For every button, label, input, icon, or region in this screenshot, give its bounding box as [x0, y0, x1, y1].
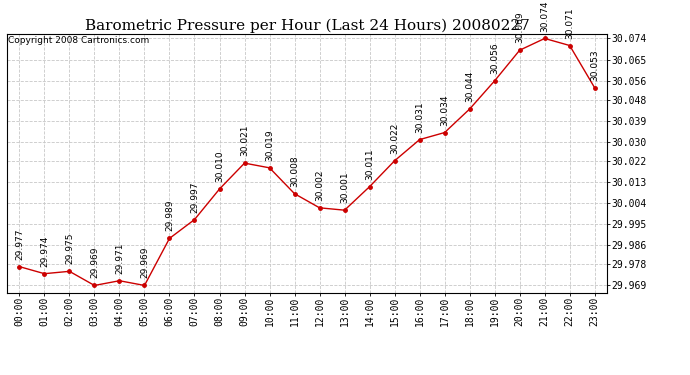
Text: 30.010: 30.010: [215, 150, 224, 182]
Text: 29.975: 29.975: [65, 233, 74, 264]
Text: 30.034: 30.034: [440, 94, 449, 126]
Text: 29.971: 29.971: [115, 242, 124, 274]
Title: Barometric Pressure per Hour (Last 24 Hours) 20080227: Barometric Pressure per Hour (Last 24 Ho…: [85, 18, 529, 33]
Text: 30.056: 30.056: [490, 42, 499, 74]
Text: 30.044: 30.044: [465, 71, 474, 102]
Text: 30.019: 30.019: [265, 129, 274, 161]
Text: 30.021: 30.021: [240, 124, 249, 156]
Text: 29.989: 29.989: [165, 200, 174, 231]
Text: 30.022: 30.022: [390, 123, 399, 154]
Text: 29.977: 29.977: [15, 228, 24, 260]
Text: 30.071: 30.071: [565, 7, 574, 39]
Text: 29.974: 29.974: [40, 236, 49, 267]
Text: Copyright 2008 Cartronics.com: Copyright 2008 Cartronics.com: [8, 36, 149, 45]
Text: 30.053: 30.053: [590, 49, 599, 81]
Text: 30.074: 30.074: [540, 0, 549, 32]
Text: 29.969: 29.969: [90, 247, 99, 279]
Text: 30.031: 30.031: [415, 101, 424, 133]
Text: 30.001: 30.001: [340, 172, 349, 203]
Text: 30.002: 30.002: [315, 170, 324, 201]
Text: 30.069: 30.069: [515, 12, 524, 43]
Text: 30.011: 30.011: [365, 148, 374, 180]
Text: 30.008: 30.008: [290, 155, 299, 187]
Text: 29.969: 29.969: [140, 247, 149, 279]
Text: 29.997: 29.997: [190, 181, 199, 213]
